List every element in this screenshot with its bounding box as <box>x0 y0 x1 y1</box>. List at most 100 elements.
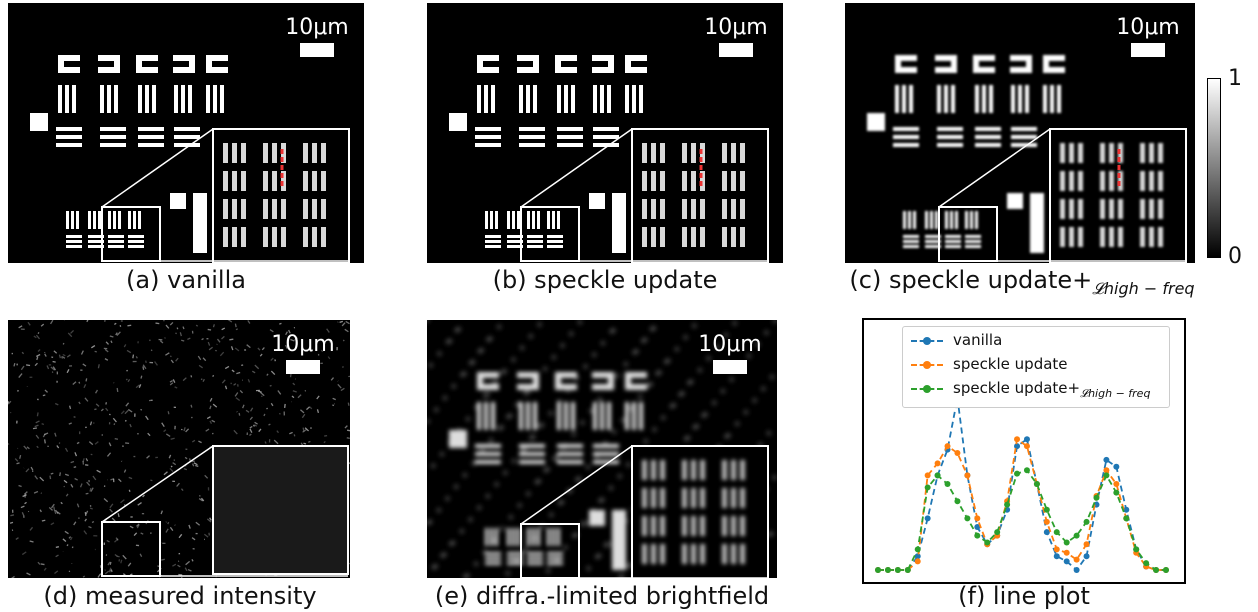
data-point <box>964 515 970 521</box>
panel-d-noise-svg <box>8 320 350 578</box>
panel-a-caption: (a) vanilla <box>8 266 364 294</box>
panel-d-image: 10μm <box>8 320 350 578</box>
data-point <box>1034 481 1040 487</box>
data-point <box>1123 515 1129 521</box>
data-point <box>1074 533 1080 539</box>
data-point <box>1044 507 1050 513</box>
data-point <box>1103 457 1109 463</box>
data-point <box>1024 467 1030 473</box>
scale-bar <box>286 360 320 374</box>
colorbar-max-label: 1 <box>1228 66 1242 91</box>
data-point <box>1103 472 1109 478</box>
series-line <box>878 439 1166 570</box>
data-point <box>925 515 931 521</box>
panel-a-target-svg <box>8 3 364 263</box>
panel-e-caption: (e) diffra.-limited brightfield <box>405 582 799 610</box>
data-point <box>1014 471 1020 477</box>
data-point <box>954 450 960 456</box>
zoom-inset <box>632 446 768 578</box>
series-line <box>878 470 1166 570</box>
panel-f-caption: (f) line plot <box>862 582 1186 610</box>
legend-swatch <box>911 384 943 394</box>
data-point <box>984 539 990 545</box>
data-point <box>925 472 931 478</box>
data-point <box>925 484 931 490</box>
legend-label: speckle update <box>953 355 1068 373</box>
data-point <box>1074 557 1080 563</box>
colorbar-min-label: 0 <box>1228 244 1242 269</box>
data-point <box>1014 436 1020 442</box>
legend-label: speckle update+𝓛high − freq <box>953 379 1150 397</box>
plot-legend: vanilla speckle update speckle update+𝓛h… <box>902 326 1170 408</box>
zoom-inset <box>213 446 348 574</box>
data-point <box>1113 464 1119 470</box>
data-point <box>935 472 941 478</box>
data-point <box>1084 541 1090 547</box>
data-point <box>1133 546 1139 552</box>
target-pattern <box>449 55 647 253</box>
scale-bar <box>713 360 747 374</box>
scale-bar <box>1131 43 1165 57</box>
data-point <box>1064 550 1070 556</box>
scale-bar <box>300 43 334 57</box>
target-pattern <box>867 55 1065 253</box>
data-point <box>1084 519 1090 525</box>
scale-label: 10μm <box>1113 15 1183 40</box>
data-point <box>1054 546 1060 552</box>
scale-label: 10μm <box>695 332 765 357</box>
panel-e-image: 10μm <box>427 320 777 578</box>
data-point <box>1064 558 1070 564</box>
data-point <box>1093 495 1099 501</box>
data-point <box>895 567 901 573</box>
data-point <box>1054 529 1060 535</box>
scale-bar <box>719 43 753 57</box>
legend-swatch <box>911 360 943 370</box>
scale-label: 10μm <box>268 332 338 357</box>
scale-label: 10μm <box>701 15 771 40</box>
data-point <box>935 460 941 466</box>
data-point <box>954 498 960 504</box>
panel-e-target-svg <box>427 320 777 578</box>
data-point <box>1143 560 1149 566</box>
data-point <box>1123 507 1129 513</box>
series-line <box>878 398 1166 570</box>
data-point <box>974 533 980 539</box>
data-point <box>945 443 951 449</box>
legend-label: vanilla <box>953 331 1002 349</box>
panel-b-caption: (b) speckle update <box>427 266 783 294</box>
panel-d-caption: (d) measured intensity <box>0 582 360 610</box>
data-point <box>915 546 921 552</box>
panel-c-caption-sub: 𝓛high − freq <box>1092 279 1194 298</box>
data-point <box>1044 519 1050 525</box>
target-pattern <box>30 55 228 253</box>
panel-c-caption-main: (c) speckle update+ <box>849 266 1092 294</box>
data-point <box>1153 567 1159 573</box>
data-point <box>1103 467 1109 473</box>
legend-label-sub: 𝓛high − freq <box>1080 387 1150 400</box>
legend-item-speckle: speckle update <box>911 355 1068 377</box>
data-point <box>1163 567 1169 573</box>
data-point <box>1024 436 1030 442</box>
panel-a-image: 10μm <box>8 3 364 263</box>
data-point <box>945 481 951 487</box>
panel-c-target-svg <box>845 3 1195 263</box>
colorbar <box>1207 78 1221 258</box>
data-point <box>1074 567 1080 573</box>
data-point <box>1054 553 1060 559</box>
legend-label-main: speckle update+ <box>953 379 1080 397</box>
panel-b-image: 10μm <box>427 3 783 263</box>
data-point <box>1064 539 1070 545</box>
data-point <box>915 558 921 564</box>
scale-label: 10μm <box>282 15 352 40</box>
data-point <box>1024 443 1030 449</box>
series-1 <box>875 436 1169 573</box>
legend-swatch <box>911 336 943 346</box>
legend-item-high-freq: speckle update+𝓛high − freq <box>911 379 1150 401</box>
data-point <box>964 472 970 478</box>
panel-b-target-svg <box>427 3 783 263</box>
panel-c-caption: (c) speckle update+𝓛high − freq <box>832 266 1212 299</box>
data-point <box>875 567 881 573</box>
data-point <box>1113 481 1119 487</box>
data-point <box>994 529 1000 535</box>
data-point <box>905 567 911 573</box>
